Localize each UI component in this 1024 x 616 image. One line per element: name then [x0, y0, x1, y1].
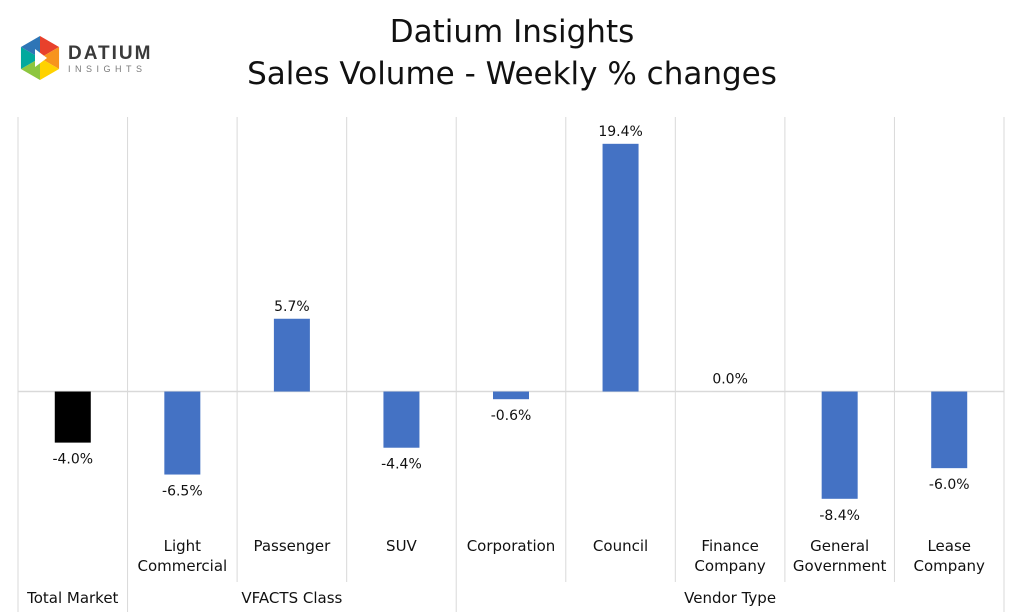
bar [493, 391, 529, 400]
category-label-line: Lease [927, 537, 971, 555]
category-label: General Government [793, 537, 887, 575]
category-label-line: Light [164, 537, 202, 555]
data-label: -8.4% [819, 508, 860, 524]
group-label: VFACTS Class [241, 589, 342, 607]
category-label-line: Total Market [26, 589, 118, 607]
category-label: Total Market [26, 589, 118, 607]
category-label: SUV [386, 537, 418, 555]
group-label: Vendor Type [684, 589, 776, 607]
category-dividers [17, 117, 1005, 612]
data-label: 0.0% [712, 372, 748, 388]
category-labels: Total Market Light Commercial Passenger SUV C… [26, 537, 985, 607]
logo-facet [20, 47, 40, 69]
logo-facet [40, 47, 60, 69]
category-label: Light Commercial [137, 537, 227, 575]
bar [383, 391, 420, 448]
data-label: -4.4% [381, 457, 422, 473]
chart-title: Datium Insights [389, 14, 635, 50]
bar [273, 318, 310, 392]
data-label: -4.0% [52, 452, 93, 468]
category-label-line: Company [914, 557, 985, 575]
bar [164, 391, 201, 475]
data-label: -6.5% [162, 484, 203, 500]
bar [54, 391, 91, 443]
data-label: 19.4% [598, 124, 642, 140]
category-label: Passenger [253, 537, 331, 555]
bar [602, 143, 639, 392]
data-labels: -4.0% -6.5% 5.7% -4.4% -0.6% 19.4% 0.0% -8.4% -6… [52, 124, 969, 524]
bar-series [54, 143, 968, 499]
category-label-line: Council [593, 537, 648, 555]
logo-tagline: INSIGHTS [68, 64, 147, 74]
logo-facet [40, 36, 60, 58]
category-label: Lease Company [914, 537, 985, 575]
bar [931, 391, 968, 469]
category-label-line: SUV [386, 537, 418, 555]
logo-play-shape [35, 49, 47, 67]
category-label-line: Finance [701, 537, 758, 555]
category-label-line: Commercial [137, 557, 227, 575]
category-label-line: Passenger [253, 537, 331, 555]
logo-facet [40, 58, 60, 80]
data-label: -0.6% [491, 408, 532, 424]
datium-logo: DATIUM INSIGHTS [20, 36, 152, 80]
category-label-line: Company [694, 557, 765, 575]
bar [821, 391, 858, 499]
chart-subtitle: Sales Volume - Weekly % changes [247, 56, 777, 92]
category-label-line: Corporation [467, 537, 556, 555]
category-label: Finance Company [694, 537, 765, 575]
group-labels: VFACTS Class Vendor Type [241, 589, 776, 607]
data-label: -6.0% [929, 477, 970, 493]
category-label: Corporation [467, 537, 556, 555]
data-label: 5.7% [274, 299, 310, 315]
logo-cube-icon [20, 36, 60, 80]
logo-wordmark: DATIUM [68, 43, 152, 64]
category-label-line: General [810, 537, 869, 555]
category-label: Council [593, 537, 648, 555]
category-label-line: Government [793, 557, 887, 575]
